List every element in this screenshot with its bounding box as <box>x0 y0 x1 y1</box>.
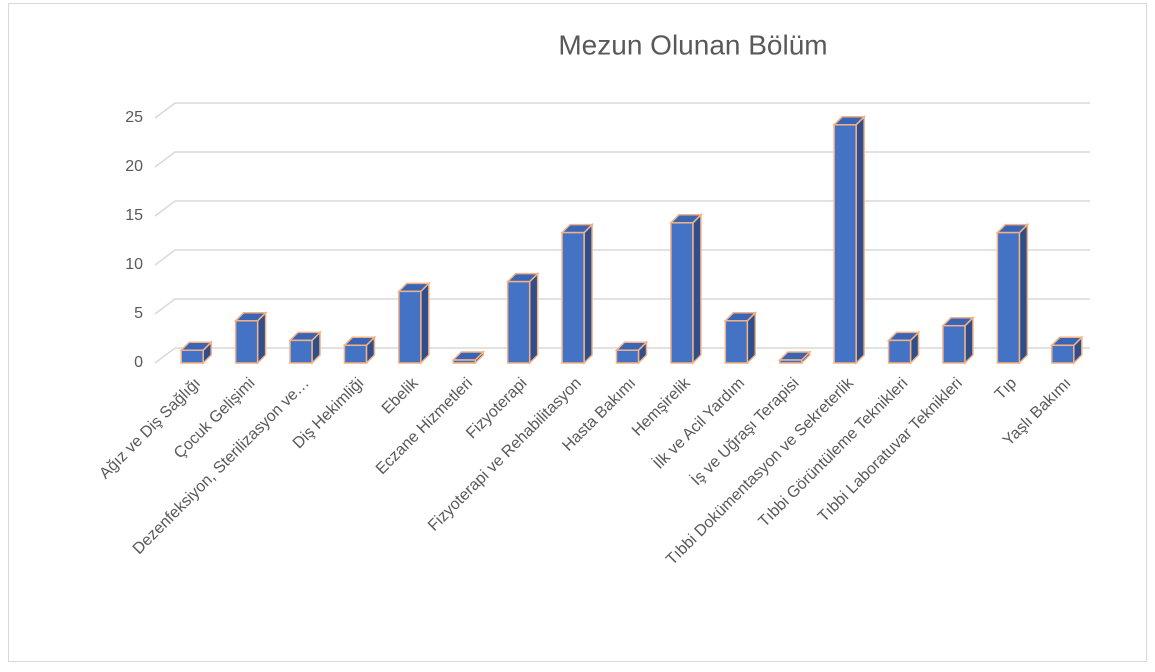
bar-front <box>561 231 585 364</box>
bar-front <box>887 339 912 364</box>
grid-line <box>154 347 1090 364</box>
bar-side <box>528 271 539 365</box>
bar <box>777 350 812 365</box>
y-tick-label: 0 <box>134 354 143 371</box>
bar <box>832 114 866 365</box>
bar-front <box>996 231 1021 364</box>
grid-line <box>154 249 1090 266</box>
bar <box>179 340 214 365</box>
bar-front <box>778 359 803 364</box>
bar <box>233 310 268 365</box>
bar-side <box>1018 222 1029 365</box>
bar-front <box>670 222 694 364</box>
bar-front <box>942 324 966 364</box>
bar-front <box>234 320 259 364</box>
bar-front <box>1051 344 1075 364</box>
bar-front <box>180 349 204 364</box>
grid-line <box>154 151 1090 168</box>
bar-side <box>583 222 593 365</box>
bar-side <box>855 114 865 365</box>
bar <box>723 310 758 365</box>
bar <box>288 330 322 365</box>
bar-side <box>420 281 430 365</box>
grid-line <box>154 102 1090 119</box>
bar-front <box>724 320 749 364</box>
bar <box>886 330 921 365</box>
bar <box>1049 335 1084 365</box>
bar-front <box>398 290 422 364</box>
y-tick-label: 20 <box>125 158 143 175</box>
bar <box>941 315 975 365</box>
bar <box>342 335 377 365</box>
bar <box>614 340 649 365</box>
y-tick-label: 5 <box>134 305 143 322</box>
bar-front <box>506 280 531 364</box>
bar <box>560 222 594 365</box>
y-tick-label: 10 <box>125 256 143 273</box>
bar-front <box>833 124 857 364</box>
bar-side <box>692 212 702 365</box>
grid-line <box>154 298 1090 315</box>
bar <box>397 281 431 365</box>
chart-title: Mezun Olunan Bölüm <box>558 29 827 60</box>
bar-front <box>452 359 477 364</box>
bar-front <box>343 344 368 364</box>
y-tick-label: 15 <box>125 207 143 224</box>
bar <box>451 350 486 365</box>
bar <box>669 212 703 365</box>
bar <box>505 271 540 365</box>
bar-front <box>615 349 640 364</box>
bar <box>995 222 1030 365</box>
grid-line <box>154 200 1090 217</box>
bar-front <box>289 339 313 364</box>
y-tick-label: 25 <box>125 109 143 126</box>
